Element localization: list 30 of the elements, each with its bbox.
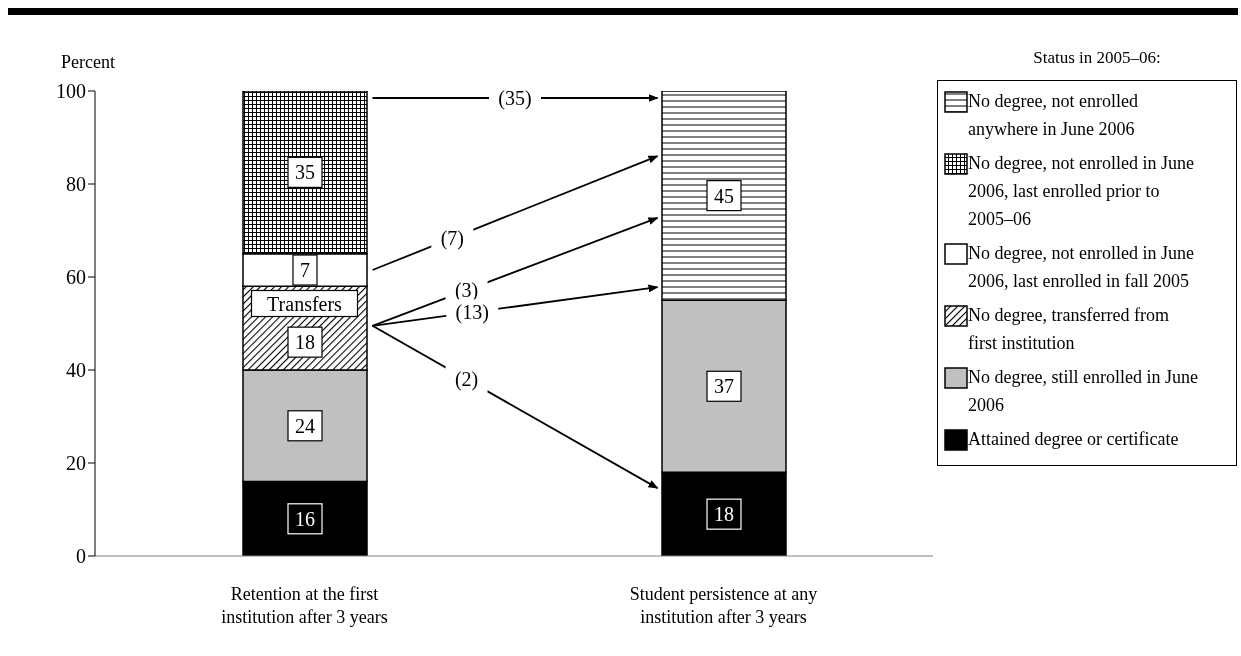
data-label: 16 bbox=[295, 507, 315, 530]
legend-label: No degree, transferred from first institution bbox=[968, 304, 1170, 355]
data-label: 35 bbox=[295, 161, 315, 184]
annotation: (2) bbox=[454, 368, 479, 392]
x-tick-label: Retention at the first institution after 3 years bbox=[221, 584, 388, 627]
x-tick-label: Student persistence at any institution after 3 years bbox=[629, 584, 818, 627]
y-tick-label: 80 bbox=[66, 173, 86, 196]
legend-label: No degree, still enrolled in June 2006 bbox=[968, 366, 1199, 417]
y-tick-label: 60 bbox=[66, 266, 86, 289]
legend-title: Status in 2005–06: bbox=[1032, 48, 1162, 68]
legend-label: No degree, not enrolled anywhere in June 2006 bbox=[968, 90, 1139, 141]
y-tick-label: 100 bbox=[56, 80, 86, 103]
annotation: (35) bbox=[498, 86, 532, 110]
data-label: 7 bbox=[300, 259, 310, 282]
legend-label: No degree, not enrolled in June 2006, last enrolled in fall 2005 bbox=[968, 242, 1195, 293]
legend-label: Attained degree or certificate bbox=[968, 428, 1179, 451]
data-label: 37 bbox=[714, 375, 734, 398]
annotation: (7) bbox=[440, 227, 464, 251]
y-tick-label: 40 bbox=[66, 359, 86, 382]
y-axis-title: Percent bbox=[61, 52, 115, 73]
annotation: (3) bbox=[454, 279, 479, 303]
data-label: 18 bbox=[295, 331, 315, 354]
annotation: Transfers bbox=[267, 292, 343, 315]
legend-label: No degree, not enrolled in June 2006, last enrolled prior to 2005–06 bbox=[968, 152, 1195, 231]
annotation: (13) bbox=[455, 301, 489, 325]
data-label: 18 bbox=[714, 503, 734, 526]
y-tick-label: 0 bbox=[76, 545, 86, 568]
data-label: 24 bbox=[295, 414, 315, 437]
y-tick-label: 20 bbox=[66, 452, 86, 475]
data-label: 45 bbox=[714, 184, 734, 207]
